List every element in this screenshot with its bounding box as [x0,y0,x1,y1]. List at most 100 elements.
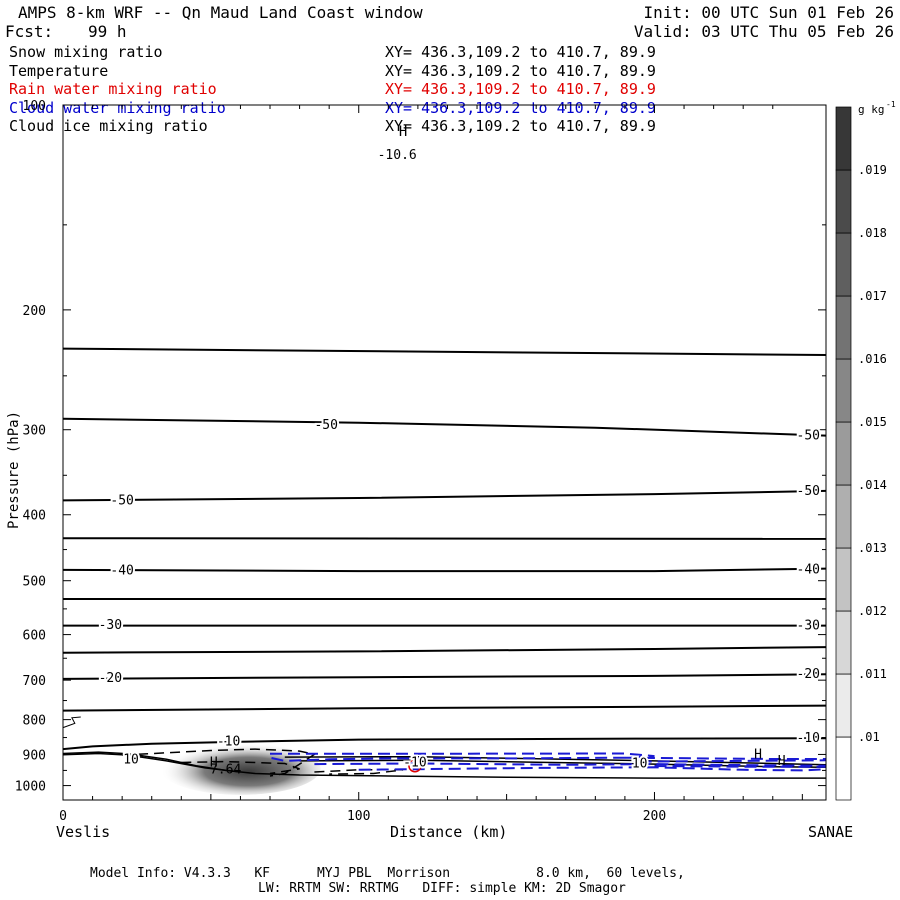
extremum-label: H [778,754,786,769]
y-tick-label: 900 [23,748,46,763]
cloud-water-contour [639,759,827,763]
terrain-contour [62,752,241,773]
colorbar-label: .013 [858,541,887,555]
y-tick-label: 300 [23,424,46,439]
y-tick-label: 200 [23,304,46,319]
colorbar-box [835,673,852,738]
cloud-water-contour [358,766,827,772]
temperature-contour-label: -20 [99,671,122,686]
colorbar-label: .018 [858,226,887,240]
temperature-contour [62,417,827,437]
field-name: Snow mixing ratio [9,43,163,61]
temperature-contour [62,673,827,680]
colorbar-label: .017 [858,289,887,303]
field-name: Cloud ice mixing ratio [9,117,208,135]
colorbar-unit-exponent: -1 [886,100,896,109]
y-tick-label: 1000 [15,780,46,795]
temperature-contour [62,489,827,502]
temperature-contour [62,646,827,654]
temperature-contour [62,567,827,573]
colorbar-unit: g kg [858,103,885,116]
extremum-label: 7.64 [210,763,241,778]
colorbar-label: .011 [858,667,887,681]
field-name: Rain water mixing ratio [9,80,217,98]
colorbar-box [835,169,852,234]
y-tick-label: 600 [23,629,46,644]
y-tick-label: 700 [23,674,46,689]
extremum-label: -10.6 [378,148,417,163]
rain-water-contour [408,758,422,773]
colorbar-box [835,421,852,486]
temperature-contour-label: 10 [632,756,648,771]
temperature-contour-label: -50 [797,484,820,499]
temperature-contour-label: -50 [797,429,820,444]
model-info-line2: LW: RRTM SW: RRTMG DIFF: simple KM: 2D S… [258,881,626,896]
temperature-contour [62,704,827,712]
temperature-contour [62,737,827,751]
cloud-water-contour [654,765,826,768]
terrain-contour [284,755,827,766]
field-xy: XY= 436.3,109.2 to 410.7, 89.9 [385,61,656,80]
colorbar-label: .01 [858,730,880,744]
extremum-label: H [210,756,218,771]
cloud-water-contour [314,762,827,767]
colorbar-label: .012 [858,604,887,618]
left-endpoint-label: Veslis [56,823,110,841]
extremum-label: H [754,747,762,762]
x-tick-label: 100 [347,809,370,824]
forecast-label: Fcst: [5,22,54,41]
right-endpoint-label: SANAE [808,823,853,841]
temperature-contour [62,347,827,356]
field-xy: XY= 436.3,109.2 to 410.7, 89.9 [385,98,656,117]
field-name: Temperature [9,61,109,80]
colorbar-box [835,547,852,612]
temperature-contour-label: -10 [797,731,820,746]
temperature-contour-label: -50 [110,493,133,508]
colorbar-box [835,484,852,549]
colorbar-label: .016 [858,352,887,366]
temperature-contour-label: -20 [797,667,820,682]
y-tick-label: 800 [23,714,46,729]
terrain-contour [62,751,826,779]
temperature-contour-label: -40 [110,563,133,578]
y-tick-label: 400 [23,509,46,524]
x-tick-label: 200 [643,809,666,824]
extremum-label: H [399,124,407,140]
forecast-value: 99 h [88,22,127,41]
colorbar-box [835,295,852,360]
x-tick-label: 0 [59,809,67,824]
colorbar-box [835,610,852,675]
terrain-contour [62,716,81,729]
cloud-ice-contour [181,760,300,775]
colorbar-label: .019 [858,163,887,177]
y-tick-label: 500 [23,575,46,590]
valid-time: Valid: 03 UTC Thu 05 Feb 26 [633,22,894,41]
colorbar-box [835,358,852,423]
model-info-line1: Model Info: V4.3.3 KF MYJ PBL Morrison 8… [90,866,685,881]
cloud-water-contour [269,752,655,762]
field-xy: XY= 436.3,109.2 to 410.7, 89.9 [385,117,656,135]
field-xy: XY= 436.3,109.2 to 410.7, 89.9 [385,43,656,61]
temperature-contour-label: -50 [314,418,337,433]
temperature-contour-label: -30 [797,619,820,634]
temperature-contour-label: -10 [403,756,426,771]
field-xy: XY= 436.3,109.2 to 410.7, 89.9 [385,80,656,98]
colorbar-box [835,232,852,297]
y-axis-title: Pressure (hPa) [6,411,22,529]
colorbar-box [835,106,852,171]
colorbar-label: .015 [858,415,887,429]
temperature-contour [62,537,827,540]
colorbar-label: .014 [858,478,887,492]
temperature-contour-label: -10 [217,734,240,749]
temperature-contour-label: -40 [797,562,820,577]
colorbar-box [835,736,852,801]
plot-frame [62,104,827,801]
y-tick-label: 100 [23,99,46,114]
temperature-contour-label: 10 [123,752,139,767]
init-time: Init: 00 UTC Sun 01 Feb 26 [643,3,894,22]
temperature-contour-label: -30 [99,618,122,633]
cloud-ice-contour [122,748,317,777]
chart-title: AMPS 8-km WRF -- Qn Maud Land Coast wind… [18,3,423,22]
field-name: Cloud water mixing ratio [9,98,226,117]
